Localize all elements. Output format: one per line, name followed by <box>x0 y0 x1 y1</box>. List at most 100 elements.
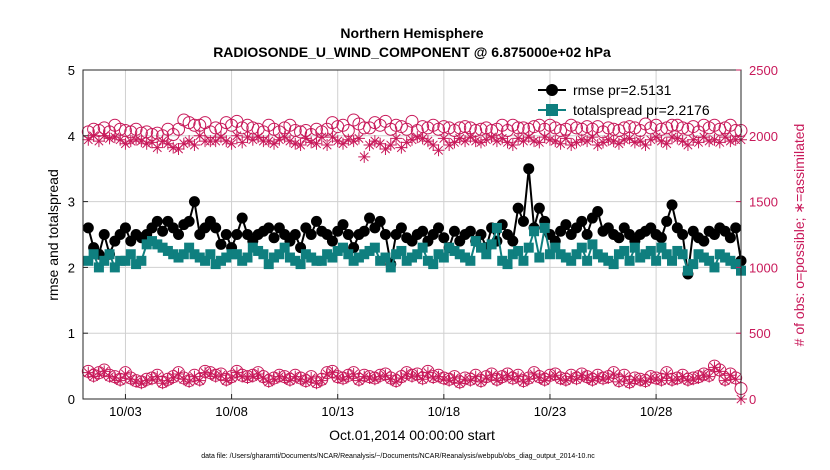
rmse-point <box>379 229 391 240</box>
totalspread-point <box>290 255 301 266</box>
totalspread-point <box>332 245 343 256</box>
rmse-point <box>661 215 673 227</box>
assimilated-point <box>299 132 312 145</box>
assimilated-point <box>98 129 111 142</box>
assimilated-point <box>549 135 562 148</box>
assimilated-point <box>331 135 344 148</box>
x-tick-label: 10/28 <box>640 404 673 419</box>
assimilated-point <box>448 136 461 149</box>
assimilated-low-point <box>639 375 652 388</box>
rmse-point <box>724 232 736 244</box>
totalspread-point <box>629 242 640 253</box>
assimilated-low-point <box>427 371 440 384</box>
assimilated-low-point <box>469 370 482 383</box>
rmse-point <box>533 202 545 214</box>
totalspread-point <box>688 259 699 270</box>
totalspread-point <box>475 242 486 253</box>
rmse-point <box>151 215 163 227</box>
y-axis-left-ticks: 0 1 2 3 4 5 <box>68 63 88 407</box>
assimilated-point <box>469 135 482 148</box>
assimilated-low-point <box>193 374 206 387</box>
totalspread-point <box>603 255 614 266</box>
assimilated-point <box>528 135 541 148</box>
rmse-point <box>433 222 445 234</box>
assimilated-low-point <box>543 370 556 383</box>
assimilated-point <box>427 139 440 152</box>
totalspread-point <box>237 255 248 266</box>
assimilated-low-point <box>368 373 381 386</box>
totalspread-point <box>215 255 226 266</box>
assimilated-low-point <box>618 370 631 383</box>
totalspread-point <box>327 252 338 263</box>
assimilated-low-point <box>204 367 217 380</box>
assimilated-point <box>188 139 201 152</box>
totalspread-point <box>375 255 386 266</box>
rmse-point <box>358 225 370 237</box>
legend-rmse-label: rmse pr=2.5131 <box>573 82 672 98</box>
assimilated-low-point <box>299 375 312 388</box>
assimilated-low-point <box>713 365 726 378</box>
totalspread-point <box>725 255 736 266</box>
totalspread-point <box>513 245 524 256</box>
assimilated-point <box>103 132 116 145</box>
assimilated-point <box>214 131 227 144</box>
rmse-point <box>417 225 429 237</box>
totalspread-point <box>422 255 433 266</box>
assimilated-low-point <box>406 370 418 383</box>
totalspread-point <box>645 245 656 256</box>
assimilated-point <box>406 133 418 146</box>
possible-point <box>495 118 509 132</box>
assimilated-point <box>464 131 477 144</box>
assimilated-low-point <box>697 369 710 382</box>
assimilated-point <box>719 131 732 144</box>
totalspread-point <box>343 249 354 260</box>
assimilated-point <box>416 132 429 145</box>
totalspread-point <box>396 245 407 256</box>
totalspread-point <box>682 265 693 276</box>
assimilated-point <box>634 135 647 148</box>
plot-frame <box>82 69 742 400</box>
totalspread-point <box>412 249 423 260</box>
rmse-point <box>364 212 376 224</box>
assimilated-low-point <box>650 373 663 386</box>
assimilated-low-point <box>140 374 153 387</box>
assimilated-point <box>225 137 238 150</box>
totalspread-point <box>353 252 364 263</box>
legend: rmse pr=2.5131 totalspread pr=2.2176 <box>538 82 710 118</box>
possible-point <box>283 118 297 132</box>
totalspread-point <box>555 249 566 260</box>
assimilated-low-point <box>183 375 196 388</box>
assimilated-point <box>358 150 371 163</box>
assimilated-low-point <box>575 369 588 382</box>
totalspread-point <box>624 255 635 266</box>
totalspread-point <box>587 239 598 250</box>
assimilated-low-point <box>480 371 493 384</box>
assimilated-low-point <box>246 370 259 383</box>
assimilated-point <box>501 136 514 149</box>
totalspread-point <box>449 245 460 256</box>
assimilated-point <box>687 133 700 146</box>
legend-rmse-marker <box>546 84 558 96</box>
assimilated-low-point <box>549 369 562 382</box>
possible-point <box>187 118 201 132</box>
assimilated-low-point <box>241 371 254 384</box>
assimilated-low-point <box>151 370 164 383</box>
totalspread-point <box>231 249 242 260</box>
assimilated-point <box>724 135 737 148</box>
assimilated-point <box>368 135 381 148</box>
assimilated-low-point <box>315 374 328 387</box>
assimilated-point <box>161 137 174 150</box>
assimilated-low-point <box>130 375 143 388</box>
assimilated-low-point <box>485 369 498 382</box>
totalspread-point <box>152 239 163 250</box>
chart-title-line-2: RADIOSONDE_U_WIND_COMPONENT @ 6.875000e+… <box>213 44 611 60</box>
assimilated-point <box>119 137 132 150</box>
totalspread-point <box>465 255 476 266</box>
totalspread-point <box>162 245 173 256</box>
totalspread-point <box>667 255 678 266</box>
rmse-point <box>188 196 200 208</box>
x-tick-label: 10/13 <box>321 404 354 419</box>
totalspread-point <box>146 236 157 247</box>
assimilated-point <box>108 131 121 144</box>
